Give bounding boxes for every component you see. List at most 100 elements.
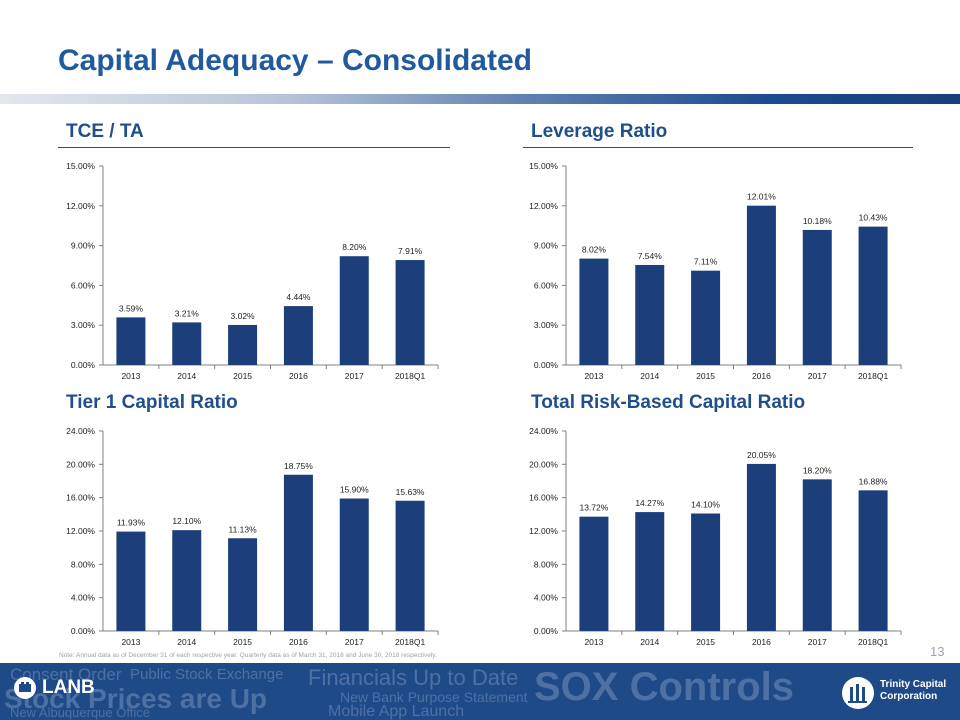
bar [746, 205, 776, 365]
x-tick-label: 2014 [640, 637, 659, 647]
data-label: 14.10% [691, 500, 720, 510]
data-label: 7.91% [398, 246, 423, 256]
y-tick-label: 4.00% [534, 593, 559, 603]
chart-title-tce: TCE / TA [66, 121, 144, 142]
data-label: 15.90% [340, 485, 369, 495]
trinity-capital-line2: Corporation [880, 691, 938, 702]
y-tick-label: 9.00% [71, 241, 96, 251]
footnote: Note: Annual data as of December 31 of e… [59, 652, 437, 659]
x-tick-label: 2017 [345, 637, 364, 647]
data-label: 12.10% [172, 516, 201, 526]
bar [691, 270, 721, 365]
bar [283, 306, 313, 365]
data-label: 7.54% [638, 251, 663, 261]
footer-phrase: New Bank Purpose Statement [340, 689, 528, 705]
footer-banner: Consent Order Public Stock Exchange Fina… [0, 663, 960, 720]
y-tick-label: 6.00% [71, 280, 96, 290]
data-label: 11.13% [228, 524, 257, 534]
x-tick-label: 2014 [177, 637, 196, 647]
footer-phrase: New Albuquerque Office [10, 705, 150, 720]
slide-title: Capital Adequacy – Consolidated [58, 44, 532, 77]
y-tick-label: 8.00% [534, 559, 559, 569]
x-tick-label: 2016 [752, 637, 771, 647]
x-tick-label: 2018Q1 [395, 637, 426, 647]
y-tick-label: 0.00% [534, 360, 559, 370]
y-tick-label: 20.00% [66, 459, 95, 469]
data-label: 11.93% [117, 518, 146, 528]
data-label: 3.59% [119, 303, 144, 313]
data-label: 10.18% [803, 216, 832, 226]
chart-rule-tce [58, 147, 450, 148]
y-tick-label: 16.00% [66, 493, 95, 503]
x-tick-label: 2013 [584, 371, 603, 381]
bar [579, 516, 609, 631]
footer-phrase: Financials Up to Date [308, 665, 519, 690]
chart-tier1-capital-ratio: 0.00% 4.00% 8.00% 12.00% 16.00% 20.00% 24.00% 1… [66, 426, 439, 647]
title-gradient-band [0, 94, 960, 104]
data-label: 8.02% [582, 245, 607, 255]
y-tick-label: 9.00% [534, 241, 559, 251]
y-tick-label: 12.00% [66, 526, 95, 536]
bar [228, 538, 258, 631]
bar [339, 256, 369, 365]
y-tick-label: 20.00% [529, 459, 558, 469]
bar [858, 226, 888, 365]
x-tick-label: 2018Q1 [858, 637, 889, 647]
bar [172, 322, 202, 365]
lanb-logo-icon [14, 677, 36, 699]
footer-phrase: Consent Order [10, 665, 122, 684]
chart-tce-ta: 0.00% 3.00% 6.00% 9.00% 12.00% 15.00% 3.59% 201… [66, 161, 439, 381]
bar [116, 531, 146, 631]
y-tick-label: 24.00% [529, 426, 558, 436]
data-label: 3.21% [175, 308, 200, 318]
x-tick-label: 2015 [233, 371, 252, 381]
data-label: 4.44% [286, 292, 311, 302]
bar [116, 317, 146, 365]
page-number: 13 [930, 644, 945, 659]
bar [395, 500, 425, 631]
bar [858, 490, 888, 631]
x-tick-label: 2016 [289, 637, 308, 647]
footer-phrase: Mobile App Launch [328, 703, 465, 720]
x-tick-label: 2013 [584, 637, 603, 647]
data-label: 13.72% [579, 503, 608, 513]
chart-title-total-risk-based: Total Risk-Based Capital Ratio [531, 392, 806, 413]
footer-phrase: SOX Controls [534, 665, 795, 709]
trinity-capital-logo-text: Trinity Capital Corporation [880, 679, 946, 703]
bar [635, 512, 665, 631]
data-label: 14.27% [635, 498, 664, 508]
bar [579, 258, 609, 365]
y-tick-label: 12.00% [66, 201, 95, 211]
data-label: 18.75% [284, 461, 313, 471]
bar [802, 229, 832, 365]
x-tick-label: 2017 [808, 371, 827, 381]
data-label: 10.43% [859, 213, 888, 223]
bar [283, 474, 313, 631]
data-label: 18.20% [803, 465, 832, 475]
chart-title-tier1: Tier 1 Capital Ratio [66, 392, 238, 413]
bar [746, 463, 776, 631]
y-tick-label: 0.00% [534, 626, 559, 636]
y-tick-label: 15.00% [66, 161, 95, 171]
y-tick-label: 15.00% [529, 161, 558, 171]
y-tick-label: 0.00% [71, 360, 96, 370]
y-tick-label: 6.00% [534, 280, 559, 290]
footer-phrase: Stock Prices are Up [4, 683, 268, 714]
bar [635, 264, 665, 365]
bar [339, 498, 369, 631]
chart-leverage-ratio: 0.00% 3.00% 6.00% 9.00% 12.00% 15.00% 8.02% 201… [529, 161, 902, 381]
y-tick-label: 24.00% [66, 426, 95, 436]
x-tick-label: 2015 [233, 637, 252, 647]
x-tick-label: 2013 [121, 637, 140, 647]
bar [691, 513, 721, 631]
x-tick-label: 2018Q1 [395, 371, 426, 381]
data-label: 12.01% [747, 192, 776, 202]
bar [172, 530, 202, 631]
footer-phrase: Public Stock Exchange [130, 666, 284, 683]
y-tick-label: 3.00% [71, 320, 96, 330]
data-label: 20.05% [747, 450, 776, 460]
y-tick-label: 8.00% [71, 559, 96, 569]
bar [228, 324, 258, 365]
bar [802, 479, 832, 631]
trinity-capital-line1: Trinity Capital [880, 679, 947, 690]
